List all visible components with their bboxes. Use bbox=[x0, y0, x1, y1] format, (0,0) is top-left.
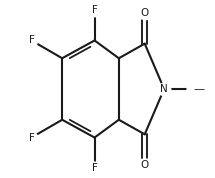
Text: F: F bbox=[92, 5, 97, 15]
Text: O: O bbox=[141, 160, 149, 170]
Text: F: F bbox=[92, 163, 97, 173]
Text: O: O bbox=[141, 8, 149, 18]
Text: F: F bbox=[29, 133, 34, 143]
Text: N: N bbox=[160, 84, 168, 94]
Text: F: F bbox=[29, 35, 34, 45]
Text: —: — bbox=[193, 84, 204, 94]
